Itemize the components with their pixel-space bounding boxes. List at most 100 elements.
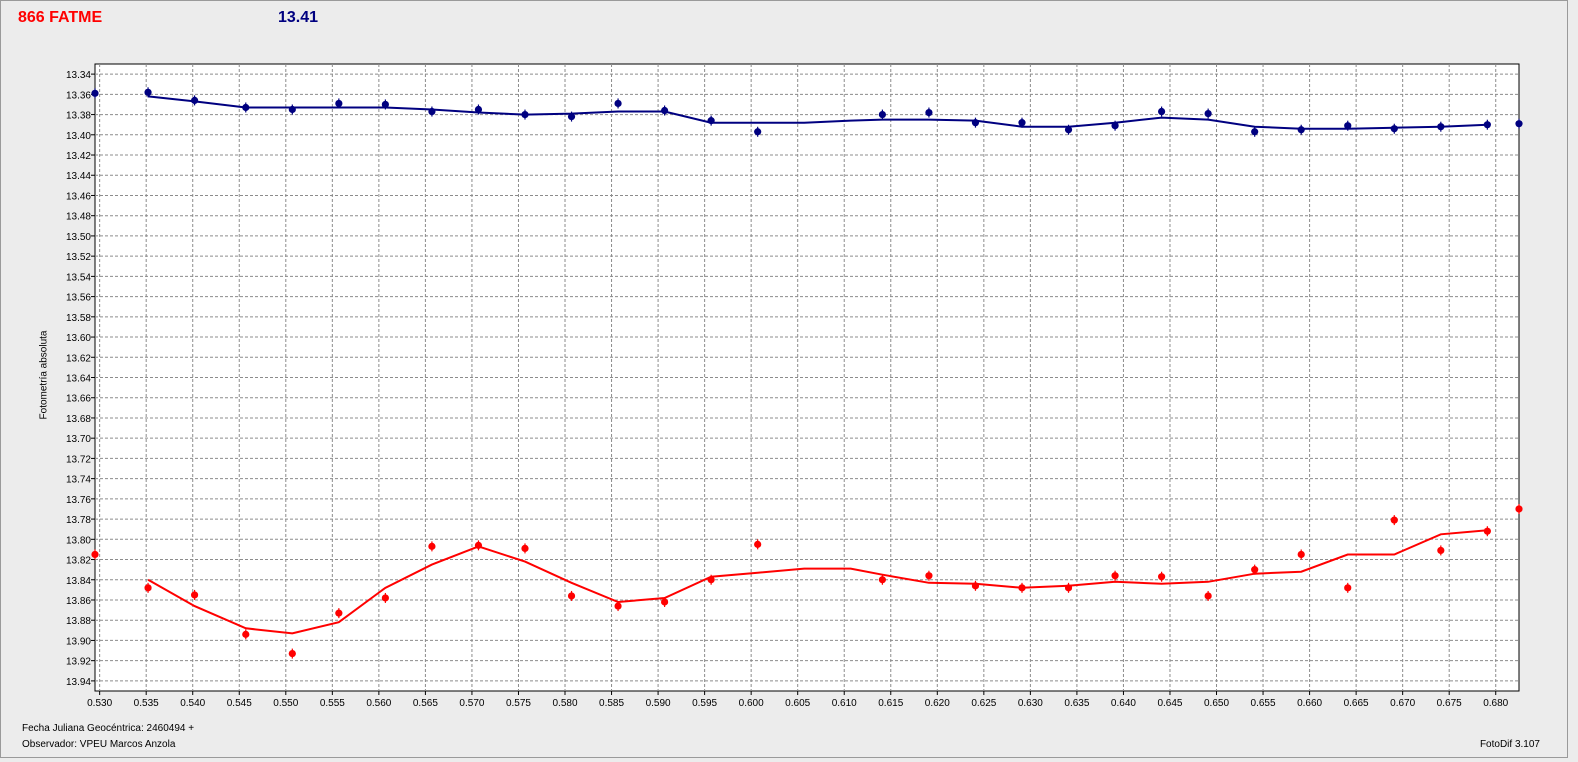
y-tick-label: 13.56	[66, 293, 91, 304]
target-data-point	[878, 574, 886, 585]
point-marker	[1515, 120, 1523, 128]
point-marker	[1111, 572, 1119, 580]
x-tick-label: 0.580	[552, 698, 577, 709]
point-marker	[1158, 107, 1166, 116]
y-axis-label: Fotometría absoluta	[38, 330, 50, 420]
point-marker	[144, 584, 152, 592]
y-tick-label: 13.94	[66, 677, 91, 688]
target-data-point	[190, 589, 199, 600]
comparison-data-point	[1515, 118, 1523, 129]
point-marker	[1111, 122, 1119, 130]
target-data-point	[1437, 545, 1445, 556]
y-tick-label: 13.36	[66, 90, 91, 101]
x-tick-label: 0.595	[692, 698, 717, 709]
target-data-point	[335, 608, 343, 619]
y-tick-label: 13.84	[66, 576, 91, 587]
x-tick-label: 0.665	[1344, 698, 1369, 709]
comparison-data-point	[288, 104, 296, 115]
target-data-point	[1251, 564, 1259, 575]
point-marker	[1483, 121, 1491, 129]
point-marker	[661, 598, 669, 606]
point-marker	[1018, 119, 1026, 127]
magnitude-value: 13.41	[278, 9, 319, 26]
x-tick-label: 0.570	[459, 698, 484, 709]
comparison-data-point	[190, 95, 199, 106]
point-marker	[925, 108, 933, 117]
comparison-data-point	[428, 106, 436, 117]
point-marker	[1297, 126, 1305, 134]
point-marker	[428, 542, 436, 550]
point-marker	[1437, 546, 1445, 555]
x-tick-label: 0.670	[1390, 698, 1415, 709]
point-marker	[1515, 505, 1523, 513]
x-tick-label: 0.680	[1483, 698, 1508, 709]
point-marker	[335, 99, 343, 108]
y-tick-label: 13.52	[66, 252, 91, 263]
point-marker	[381, 100, 389, 109]
comparison-data-point	[1158, 106, 1166, 117]
y-tick-label: 13.46	[66, 191, 91, 202]
point-marker	[1064, 126, 1073, 134]
y-tick-label: 13.66	[66, 394, 91, 405]
y-tick-label: 13.80	[66, 535, 91, 546]
point-marker	[1204, 592, 1212, 600]
point-marker	[521, 110, 529, 119]
x-tick-label: 0.530	[87, 698, 112, 709]
y-tick-label: 13.50	[66, 232, 91, 243]
x-tick-label: 0.535	[134, 698, 159, 709]
x-tick-label: 0.545	[227, 698, 252, 709]
y-tick-label: 13.68	[66, 414, 91, 425]
x-tick-label: 0.600	[739, 698, 764, 709]
x-tick-label: 0.615	[878, 698, 903, 709]
comparison-data-point	[242, 102, 250, 113]
object-name: 866 FATME	[18, 9, 103, 26]
comparison-data-point	[1018, 117, 1026, 128]
point-marker	[614, 602, 622, 610]
y-tick-label: 13.76	[66, 495, 91, 506]
target-data-point	[521, 543, 529, 554]
target-data-point	[567, 590, 576, 601]
y-tick-label: 13.78	[66, 515, 91, 526]
target-data-point	[242, 629, 250, 640]
comparison-data-point	[335, 98, 343, 109]
comparison-data-point	[1064, 124, 1073, 135]
comparison-data-point	[971, 117, 980, 128]
target-data-point	[91, 549, 99, 560]
x-tick-label: 0.650	[1204, 698, 1229, 709]
x-tick-label: 0.555	[320, 698, 345, 709]
y-tick-label: 13.34	[66, 70, 91, 81]
comparison-data-point	[1204, 108, 1212, 119]
y-tick-label: 13.38	[66, 111, 91, 122]
comparison-data-point	[878, 109, 886, 120]
point-marker	[1251, 566, 1259, 574]
target-data-point	[1297, 549, 1305, 560]
x-tick-label: 0.540	[180, 698, 205, 709]
point-marker	[474, 105, 483, 114]
comparison-data-point	[1390, 123, 1398, 134]
target-series	[91, 503, 1523, 659]
target-data-point	[971, 580, 980, 591]
observer-label: Observador: VPEU Marcos Anzola	[22, 739, 176, 750]
point-marker	[1297, 550, 1305, 559]
comparison-data-point	[1344, 120, 1352, 131]
point-marker	[91, 550, 99, 559]
y-tick-label: 13.82	[66, 556, 91, 567]
y-tick-label: 13.62	[66, 353, 91, 364]
point-marker	[971, 582, 980, 590]
x-tick-label: 0.625	[971, 698, 996, 709]
point-marker	[1344, 584, 1352, 592]
comparison-data-point	[1297, 124, 1305, 135]
y-tick-label: 13.88	[66, 616, 91, 627]
point-marker	[661, 106, 669, 115]
comparison-data-point	[1483, 119, 1491, 130]
x-tick-label: 0.565	[413, 698, 438, 709]
point-marker	[1251, 128, 1259, 136]
comparison-data-point	[521, 109, 529, 120]
target-data-point	[754, 539, 762, 550]
y-tick-label: 13.58	[66, 313, 91, 324]
comparison-data-point	[925, 107, 933, 118]
point-marker	[144, 88, 152, 96]
target-data-point	[474, 540, 483, 551]
y-tick-label: 13.86	[66, 596, 91, 607]
target-data-point	[1515, 503, 1523, 514]
